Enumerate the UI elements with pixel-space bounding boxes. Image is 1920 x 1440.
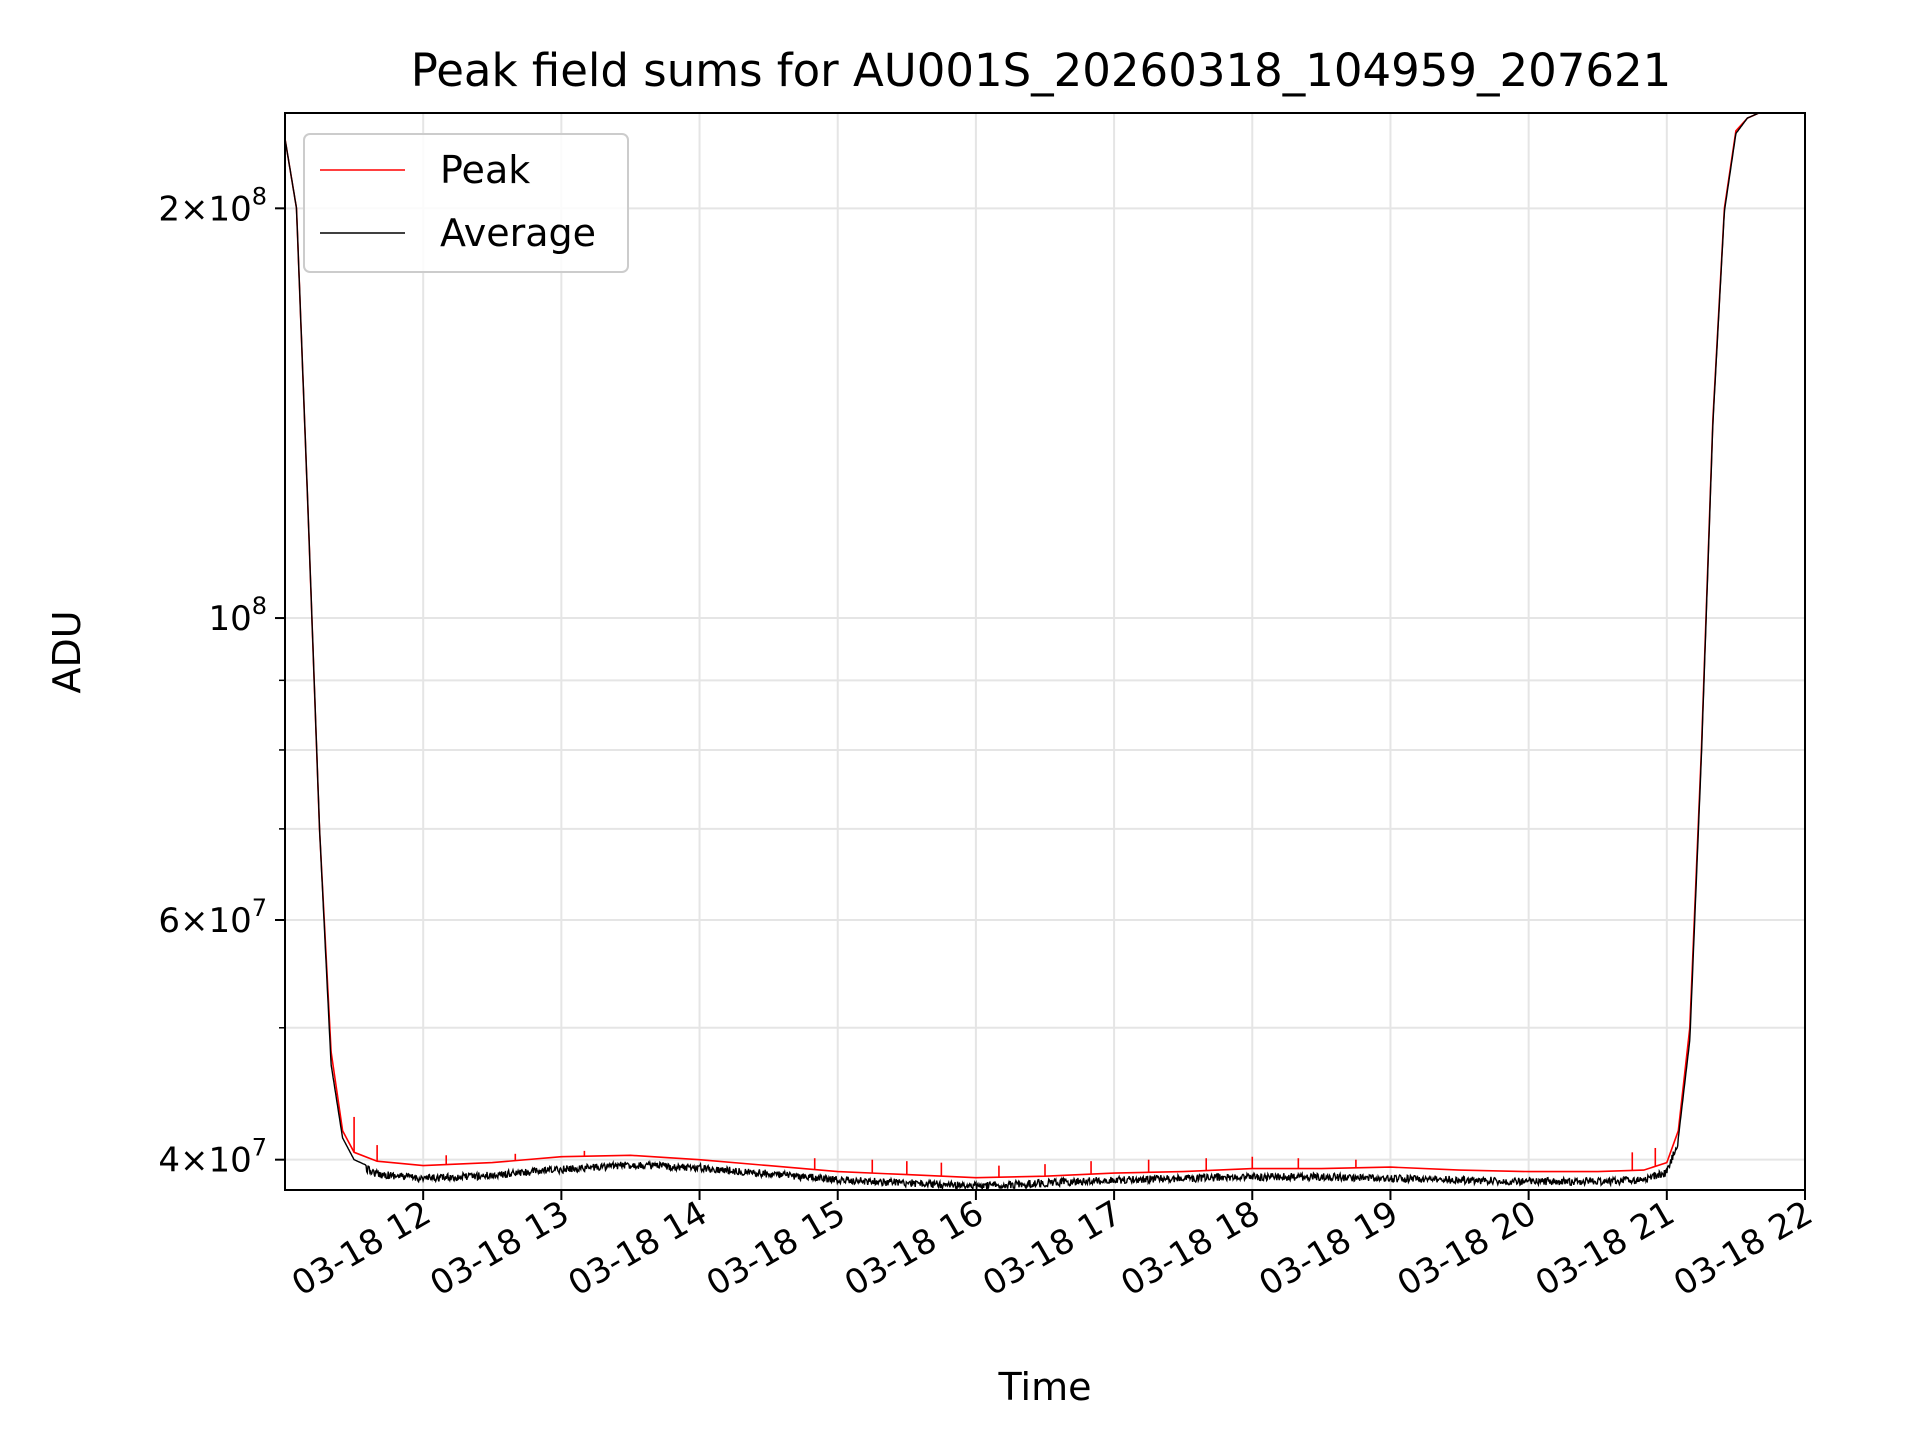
y-tick-label: 108	[208, 592, 267, 639]
legend-label-peak: Peak	[440, 148, 530, 192]
x-axis-label: Time	[998, 1365, 1092, 1409]
y-axis-label: ADU	[45, 610, 89, 693]
chart-title: Peak field sums for AU001S_20260318_1049…	[411, 44, 1672, 97]
y-tick-label: 4×107	[158, 1134, 267, 1181]
y-axis: 4×107 6×107 108 2×108	[158, 182, 285, 1181]
legend: Peak Average	[303, 133, 629, 273]
legend-box	[303, 133, 629, 273]
plot-frame	[284, 112, 1806, 1191]
y-tick-label: 2×108	[158, 182, 267, 229]
legend-label-average: Average	[440, 211, 596, 255]
series-layer	[285, 113, 1805, 1190]
series-line-average	[285, 113, 1805, 1190]
y-tick-label: 6×107	[158, 894, 267, 941]
